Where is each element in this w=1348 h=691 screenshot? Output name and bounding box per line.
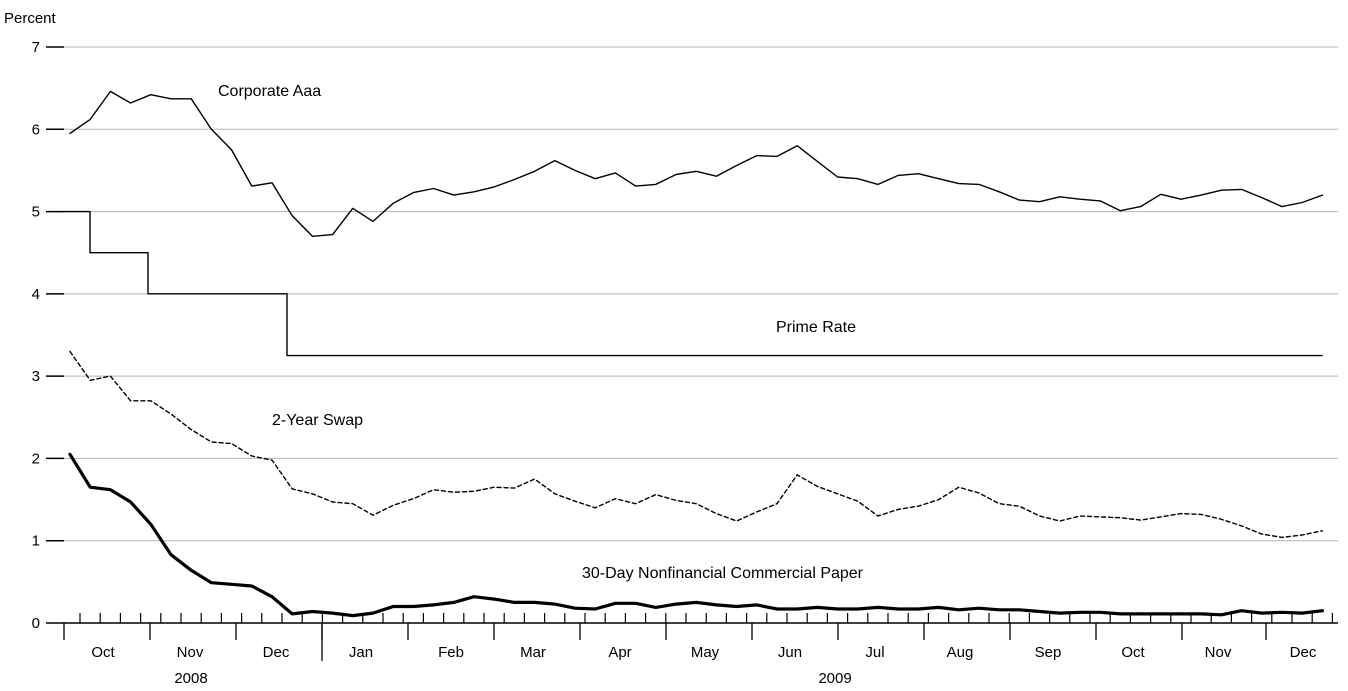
- x-year-label-2009: 2009: [818, 670, 851, 687]
- series-line-corporate-aaa: [69, 90, 1324, 237]
- x-tick-label-may: May: [691, 644, 720, 661]
- x-tick-label-apr: Apr: [608, 644, 631, 661]
- series-label-corporate-aaa: Corporate Aaa: [218, 83, 321, 100]
- y-tick-label-5: 5: [32, 204, 40, 221]
- y-tick-label-3: 3: [32, 368, 40, 385]
- y-axis: 0 1 2 3 4 5 6 7: [32, 39, 64, 632]
- series-label-2-year-swap: 2-Year Swap: [272, 412, 363, 429]
- series-label-commercial-paper: 30-Day Nonfinancial Commercial Paper: [582, 565, 864, 582]
- x-tick-label-jul: Jul: [865, 644, 884, 661]
- x-tick-label-jun: Jun: [778, 644, 802, 661]
- x-tick-label-feb: Feb: [438, 644, 464, 661]
- x-tick-label-oct: Oct: [1121, 644, 1145, 661]
- x-tick-label-nov: Nov: [177, 644, 204, 661]
- series-labels: Corporate Aaa Prime Rate 2-Year Swap 30-…: [218, 83, 864, 582]
- y-tick-label-4: 4: [32, 286, 40, 303]
- x-tick-label-dec: Dec: [263, 644, 290, 661]
- x-tick-label-jan: Jan: [349, 644, 373, 661]
- y-tick-label-7: 7: [32, 39, 40, 56]
- series-line-prime-rate: [63, 210, 1323, 357]
- y-tick-label-1: 1: [32, 533, 40, 550]
- x-tick-label-aug: Aug: [947, 644, 974, 661]
- series-line-2-year-swap: [69, 350, 1324, 539]
- series-label-prime-rate: Prime Rate: [776, 319, 856, 336]
- series-line-30-day-nonfinancial-commercial-paper: [68, 452, 1324, 618]
- y-tick-label-6: 6: [32, 121, 40, 138]
- x-tick-label-mar: Mar: [520, 644, 546, 661]
- series-group: [63, 90, 1324, 618]
- x-tick-label-nov: Nov: [1205, 644, 1232, 661]
- y-tick-label-2: 2: [32, 450, 40, 467]
- y-tick-label-0: 0: [32, 615, 40, 632]
- x-tick-label-oct: Oct: [91, 644, 115, 661]
- x-tick-label-dec: Dec: [1290, 644, 1317, 661]
- x-axis: Oct Nov Dec Jan Feb Mar Apr May Jun Jul Aug Sep Oct N…: [63, 613, 1338, 687]
- x-year-label-2008: 2008: [174, 670, 207, 687]
- x-tick-label-sep: Sep: [1035, 644, 1062, 661]
- y-axis-label: Percent: [4, 10, 57, 27]
